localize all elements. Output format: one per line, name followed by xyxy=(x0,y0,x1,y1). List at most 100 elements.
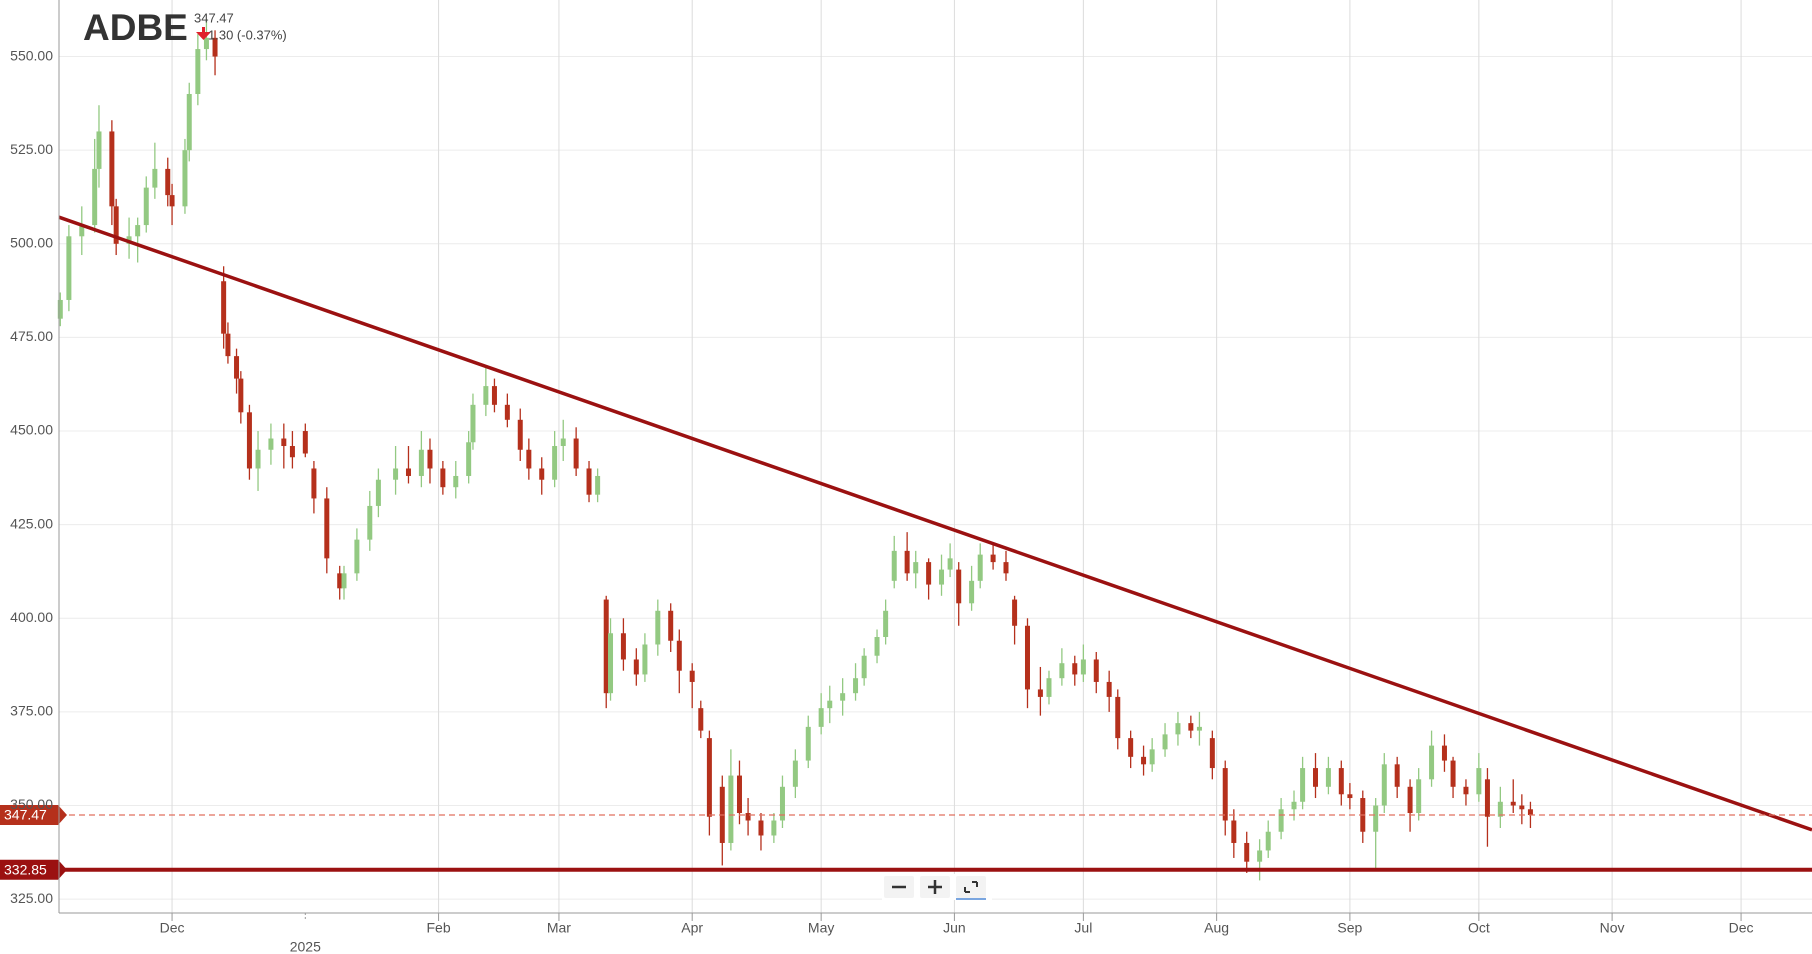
candle-body xyxy=(246,412,252,469)
candle-body xyxy=(289,446,295,458)
candle-body xyxy=(956,569,962,604)
y-tick-label: 425.00 xyxy=(10,515,53,531)
candle-body xyxy=(1175,723,1181,735)
candle-body xyxy=(1373,805,1379,832)
candle-body xyxy=(152,168,158,188)
candle-body xyxy=(874,637,880,656)
x-tick-label: Jun xyxy=(943,920,966,936)
candle-body xyxy=(1416,779,1422,814)
x-tick-label: Jul xyxy=(1074,920,1092,936)
candle-body xyxy=(470,404,476,443)
candle-body xyxy=(745,813,751,821)
x-tick-label: Apr xyxy=(681,920,703,936)
candle-body xyxy=(779,786,785,821)
price-tag xyxy=(0,859,67,880)
candle-body xyxy=(1407,786,1413,814)
candle-body xyxy=(483,386,489,405)
y-tick-label: 475.00 xyxy=(10,328,53,344)
x-tick-label: Oct xyxy=(1468,920,1490,936)
candle-body xyxy=(109,131,115,207)
zoom-out-button[interactable] xyxy=(884,876,914,898)
candle-body xyxy=(1196,726,1202,731)
candle-body xyxy=(771,820,777,836)
candle-body xyxy=(655,610,661,645)
candle-body xyxy=(238,378,244,413)
candle-body xyxy=(354,539,360,574)
candle-body xyxy=(66,236,72,300)
candle-body xyxy=(1510,801,1516,806)
candle-body xyxy=(1209,738,1215,769)
candle-body xyxy=(418,449,424,476)
reset-zoom-button[interactable] xyxy=(956,876,986,900)
candle-body xyxy=(113,206,119,244)
candle-body xyxy=(225,333,231,357)
x-tick-label: May xyxy=(808,920,834,936)
price-tag xyxy=(0,804,67,825)
candle-body xyxy=(633,659,639,675)
down-arrow xyxy=(196,27,211,40)
candle-body xyxy=(969,580,975,604)
candle-body xyxy=(1231,820,1237,843)
candle-body xyxy=(1003,562,1009,574)
candle-body xyxy=(706,738,712,817)
y-tick-label: 525.00 xyxy=(10,141,53,157)
candle-body xyxy=(1244,842,1250,862)
candle-body xyxy=(79,225,85,237)
candle-body xyxy=(728,775,734,843)
trendline xyxy=(58,215,1812,832)
candles xyxy=(57,19,1533,881)
zoom-in-button[interactable] xyxy=(920,876,950,898)
candle-body xyxy=(143,187,149,226)
candle-body xyxy=(1429,745,1435,780)
candle-body xyxy=(1106,681,1112,697)
y-tick-label: 350.00 xyxy=(10,796,53,812)
candle-body xyxy=(1476,768,1482,795)
candle-body xyxy=(203,37,209,50)
candle-body xyxy=(440,468,446,488)
candle-body xyxy=(453,475,459,488)
y-tick-label: 375.00 xyxy=(10,703,53,719)
candle-body xyxy=(1527,809,1533,815)
candle-body xyxy=(57,299,63,319)
candle-body xyxy=(573,438,579,469)
candle-body xyxy=(642,644,648,675)
candle-body xyxy=(1162,734,1168,750)
candle-body xyxy=(1381,764,1387,806)
candle-body xyxy=(668,610,674,641)
candle-body xyxy=(926,562,932,585)
candle-body xyxy=(1080,659,1086,675)
candle-body xyxy=(676,640,682,671)
candle-body xyxy=(393,468,399,480)
candle-body xyxy=(1037,689,1043,697)
axes: 325.00 350.00 375.00 400.00 425.00 450.00 475.… xyxy=(10,0,1812,954)
candle-body xyxy=(827,700,833,709)
candle-body xyxy=(1093,659,1099,682)
candle-body xyxy=(990,554,996,563)
x-tick-label: Sep xyxy=(1337,920,1362,936)
candle-body xyxy=(221,281,227,334)
candle-body xyxy=(1149,749,1155,765)
candle-body xyxy=(311,468,317,499)
candle-body xyxy=(186,93,192,151)
y-tick-label: 400.00 xyxy=(10,609,53,625)
candle-body xyxy=(603,599,609,694)
candle-body xyxy=(1188,723,1194,731)
candle-body xyxy=(135,225,141,237)
candle-body xyxy=(212,37,218,57)
candle-body xyxy=(947,558,953,570)
last-price: 347.47 xyxy=(194,10,234,25)
candle-body xyxy=(504,404,510,420)
candle-body xyxy=(595,475,601,495)
candle-body xyxy=(861,655,867,679)
candle-body xyxy=(96,131,102,169)
candle-body xyxy=(913,562,919,574)
candle-body xyxy=(427,449,433,469)
price-tag-label: 332.85 xyxy=(4,861,47,877)
x-tick-label: Aug xyxy=(1204,920,1229,936)
candle-body xyxy=(526,449,532,469)
y-tick-label: 450.00 xyxy=(10,422,53,438)
candle-body xyxy=(165,168,171,196)
candle-body xyxy=(698,708,704,731)
candle-body xyxy=(939,569,945,585)
candle-body xyxy=(1463,786,1469,795)
